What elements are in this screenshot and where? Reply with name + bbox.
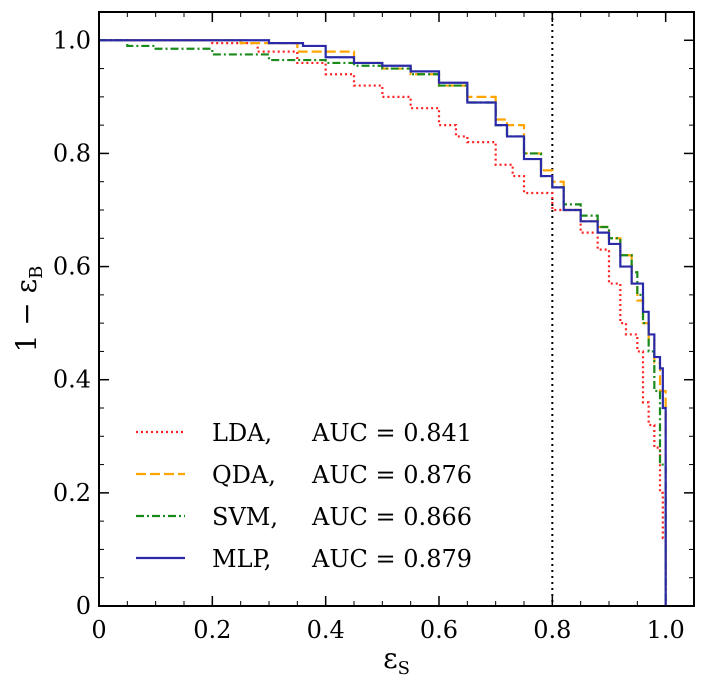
x-tick-label: 0.4 — [307, 616, 345, 644]
series-line-mlp — [99, 39, 667, 606]
plot-frame — [98, 11, 695, 607]
legend-label-mlp: MLP, — [212, 545, 271, 573]
x-axis-label: εS — [383, 642, 410, 679]
y-tick-label: 1.0 — [53, 26, 91, 54]
x-axis-label-subscript: S — [398, 658, 410, 679]
x-tick-label: 1.0 — [647, 616, 685, 644]
y-tick-label: 0 — [76, 592, 91, 620]
x-tick-label: 0.6 — [420, 616, 458, 644]
y-axis-label-subscript: B — [26, 266, 47, 279]
x-tick-label: 0 — [91, 616, 106, 644]
ticks-layer: 0 0.2 0.4 0.6 0.8 1.0 0 0.2 0.4 0.6 0.8 1.0 — [53, 12, 694, 644]
plot-area — [99, 12, 667, 606]
legend-auc-svm: AUC = 0.866 — [311, 503, 472, 531]
y-tick-label: 0.2 — [53, 479, 91, 507]
series-line-svm — [99, 39, 667, 606]
legend-auc-mlp: AUC = 0.879 — [311, 545, 472, 573]
legend-auc-lda: AUC = 0.841 — [311, 419, 472, 447]
legend-label-qda: QDA, — [212, 461, 276, 489]
x-tick-label: 0.2 — [193, 616, 231, 644]
y-tick-label: 0.8 — [53, 139, 91, 167]
legend-label-svm: SVM, — [212, 503, 278, 531]
y-tick-label: 0.4 — [53, 366, 91, 394]
x-tick-label: 0.8 — [533, 616, 571, 644]
legend-auc-qda: AUC = 0.876 — [311, 461, 472, 489]
y-tick-label: 0.6 — [53, 253, 91, 281]
legend-label-lda: LDA, — [212, 419, 272, 447]
series-line-lda — [99, 39, 667, 606]
legend: LDA, AUC = 0.841 QDA, AUC = 0.876 SVM, AUC = … — [136, 419, 472, 573]
y-axis-label: 1 − εB — [10, 266, 47, 353]
